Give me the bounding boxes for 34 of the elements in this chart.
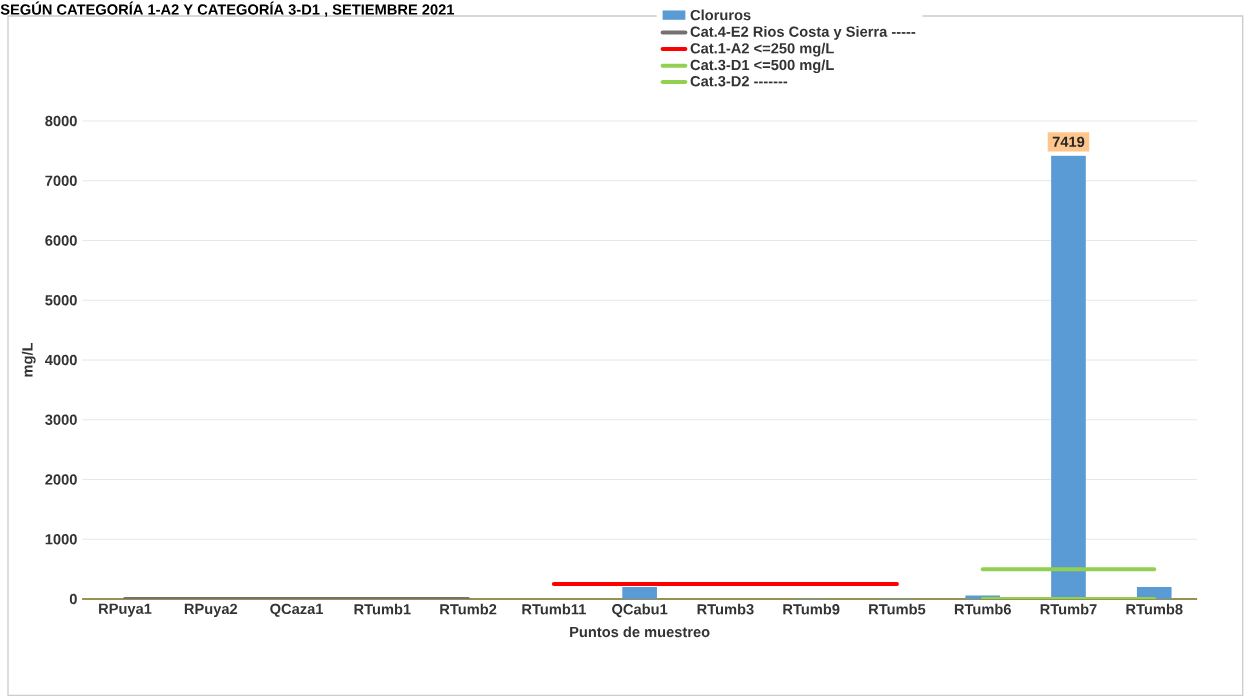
legend-label: Cat.3-D2 -------	[690, 76, 788, 87]
y-tick-label: 4000	[45, 354, 77, 366]
y-tick-label: 0	[69, 593, 77, 605]
x-tick-label: RPuya1	[99, 603, 152, 617]
y-tick-label: 6000	[45, 235, 77, 246]
y-tick-label: 8000	[45, 115, 77, 127]
legend-label: Cat.1-A2 <=250 mg/L	[690, 42, 834, 57]
bar	[622, 587, 657, 599]
legend-label: Cloruros	[690, 9, 751, 21]
bar	[1051, 155, 1086, 599]
x-tick-label: RTumb7	[1040, 603, 1097, 615]
legend-label: Cat.3-D1 <=500 mg/L	[690, 59, 834, 74]
x-tick-label: RTumb8	[1126, 603, 1183, 615]
x-tick-label: RTumb2	[440, 603, 497, 615]
y-tick-label: 7000	[45, 175, 77, 186]
x-tick-label: RTumb11	[522, 603, 586, 615]
data-label: 7419	[1052, 136, 1085, 148]
x-tick-label: RTumb1	[354, 603, 411, 615]
x-tick-label: RTumb3	[697, 603, 754, 615]
x-tick-label: QCabu1	[612, 603, 668, 618]
x-tick-label: QCaza1	[270, 603, 324, 617]
bar	[1136, 587, 1172, 599]
x-axis-title: Puntos de muestreo	[570, 626, 710, 638]
y-tick-label: 2000	[45, 474, 77, 485]
y-axis-title: mg/L	[21, 342, 36, 377]
y-tick-label: 1000	[45, 534, 77, 545]
y-tick-label: 5000	[45, 295, 77, 306]
x-tick-label: RTumb6	[954, 603, 1011, 615]
x-tick-label: RPuya2	[184, 603, 238, 617]
chart-title: SEGÚN CATEGORÍA 1-A2 Y CATEGORÍA 3-D1 , SETIEMBRE 2021	[0, 1, 455, 17]
x-tick-label: RTumb5	[869, 603, 926, 615]
legend-label: Cat.4-E2 Rios Costa y Sierra -----	[690, 26, 916, 40]
x-tick-label: RTumb9	[783, 603, 840, 615]
y-tick-label: 3000	[45, 414, 77, 425]
